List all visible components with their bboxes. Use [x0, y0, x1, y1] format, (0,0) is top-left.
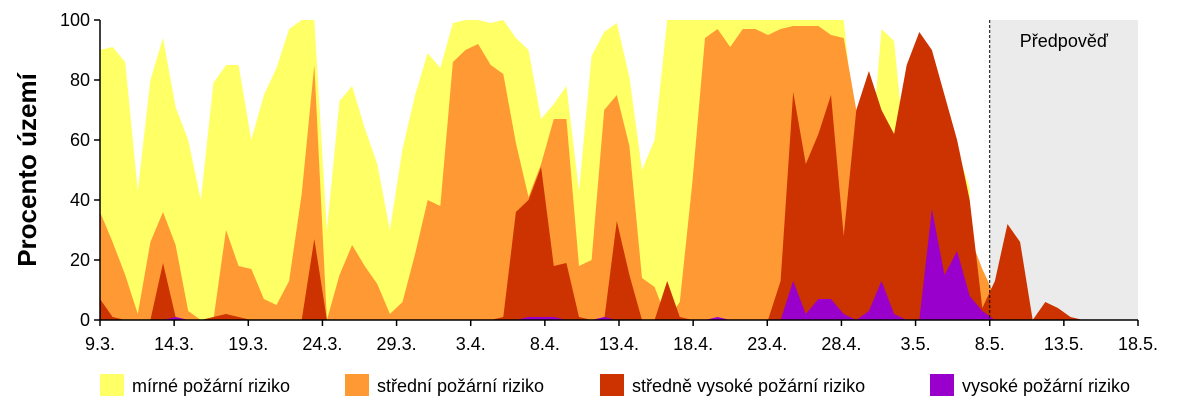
y-tick-label: 20: [70, 250, 90, 270]
x-tick-label: 3.4.: [456, 334, 486, 354]
x-tick-label: 23.4.: [747, 334, 787, 354]
series-area-3: [100, 26, 1184, 320]
y-tick-label: 100: [60, 10, 90, 30]
x-tick-label: 8.4.: [530, 334, 560, 354]
legend-label: středně vysoké požární riziko: [632, 376, 865, 396]
plot-area: Předpověď: [100, 20, 1184, 320]
x-tick-label: 18.4.: [673, 334, 713, 354]
x-tick-label: 28.4.: [821, 334, 861, 354]
legend-label: vysoké požární riziko: [962, 376, 1130, 396]
x-tick-label: 13.4.: [599, 334, 639, 354]
x-tick-label: 9.3.: [85, 334, 115, 354]
legend-label: mírné požární riziko: [132, 376, 290, 396]
axes: 0 20 40 60 80 100 9.3. 14.3. 19.3. 24.3. 29.3. 3.4.…: [60, 10, 1158, 354]
x-tick-label: 18.5.: [1118, 334, 1158, 354]
x-tick-label: 8.5.: [975, 334, 1005, 354]
x-tick-label: 13.5.: [1044, 334, 1084, 354]
x-tick-label: 14.3.: [154, 334, 194, 354]
y-axis-label: Procento území: [12, 72, 42, 266]
y-tick-label: 0: [80, 310, 90, 330]
x-tick-label: 24.3.: [302, 334, 342, 354]
x-tick-label: 19.3.: [228, 334, 268, 354]
x-tick-label: 3.5.: [901, 334, 931, 354]
y-tick-label: 60: [70, 130, 90, 150]
legend-swatch: [100, 374, 124, 396]
y-tick-label: 40: [70, 190, 90, 210]
legend: mírné požární riziko střední požární rizi…: [100, 374, 1130, 396]
legend-label: střední požární riziko: [377, 376, 544, 396]
legend-swatch: [600, 374, 624, 396]
series-area-2: [100, 32, 1184, 320]
x-tick-label: 29.3.: [377, 334, 417, 354]
legend-swatch: [345, 374, 369, 396]
forecast-label: Předpověď: [1020, 31, 1109, 51]
legend-swatch: [930, 374, 954, 396]
y-tick-label: 80: [70, 70, 90, 90]
